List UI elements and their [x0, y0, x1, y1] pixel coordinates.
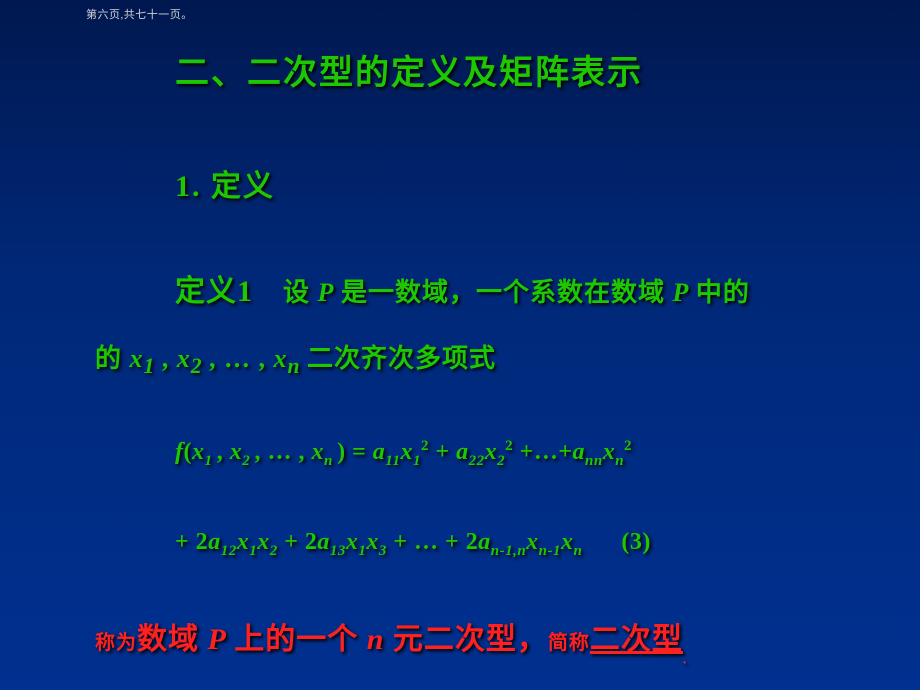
sub: 13 [330, 543, 346, 559]
definition-label: 定义1 [175, 275, 253, 308]
conclude-main: 数域 [137, 623, 208, 656]
conclude-prefix: 称为 [95, 632, 137, 654]
formula-line-1: f(x1 , x2 , … , xn ) = a11x12 + a22x22 +… [175, 421, 820, 483]
sub: nn [585, 452, 603, 468]
conclusion-paragraph: 称为数域 P 上的一个 n 元二次型，简称二次型. [95, 601, 820, 679]
var: x [603, 439, 616, 465]
def-text: 设 [283, 278, 318, 307]
var-xn: x [274, 344, 288, 373]
var: x [230, 439, 243, 465]
conclude-main: 元二次型， [393, 623, 548, 656]
sub: 1 [413, 452, 421, 468]
subsection-heading: 1. 定义 [175, 148, 820, 226]
var: x [561, 529, 574, 555]
plus-2: + 2 [278, 529, 318, 555]
var: x [485, 439, 498, 465]
coef: a [573, 439, 586, 465]
def-text: 中的 [696, 278, 750, 307]
coef: a [208, 529, 221, 555]
ellipsis: , … , [209, 344, 274, 373]
var: x [312, 439, 325, 465]
var-P: P [318, 278, 341, 307]
sub: n [288, 355, 307, 379]
sub: 3 [379, 543, 387, 559]
coef: a [456, 439, 469, 465]
def-text: 是一数域，一个系数在数域 [341, 278, 673, 307]
definition-paragraph: 定义1 设 P 是一数域，一个系数在数域 P 中的 的 x1 , x2 , … … [95, 256, 820, 392]
var: x [526, 529, 539, 555]
sub: n [574, 543, 583, 559]
coef: a [373, 439, 386, 465]
var: x [257, 529, 270, 555]
conclude-short: 简称 [548, 632, 590, 654]
sup: 2 [624, 438, 632, 454]
def-text: 的 [95, 344, 130, 373]
var-x1: x [130, 344, 144, 373]
slide-content: 二、二次型的定义及矩阵表示 1. 定义 定义1 设 P 是一数域，一个系数在数域… [0, 0, 920, 679]
period: . [683, 653, 688, 668]
plus: + [429, 439, 456, 465]
var: x [366, 529, 379, 555]
lparen: ( [184, 439, 193, 465]
section-title: 二、二次型的定义及矩阵表示 [175, 30, 820, 118]
sub: 1 [144, 355, 162, 379]
var: x [400, 439, 413, 465]
sub: 2 [242, 452, 254, 468]
sub: n [324, 452, 337, 468]
comma: , [162, 344, 177, 373]
sub: 22 [469, 452, 485, 468]
var-n: n [367, 623, 393, 656]
page-number: 第六页,共七十一页。 [86, 6, 193, 22]
sup: 2 [505, 438, 513, 454]
sub: 1 [249, 543, 257, 559]
var-P: P [208, 623, 235, 656]
sub: 2 [270, 543, 278, 559]
sub: 12 [221, 543, 237, 559]
plus-ellipsis: +…+ [513, 439, 572, 465]
ellipsis: , … , [255, 439, 312, 465]
var: x [237, 529, 250, 555]
comma: , [217, 439, 230, 465]
var: x [346, 529, 359, 555]
formula-line-2: + 2a12x1x2 + 2a13x1x3 + … + 2an-1,nxn-1x… [175, 511, 820, 573]
func-f: f [175, 439, 184, 465]
term-quadratic-form: 二次型 [590, 623, 683, 656]
sub: n [615, 452, 624, 468]
var: x [192, 439, 205, 465]
sub: 11 [385, 452, 400, 468]
conclude-main: 上的一个 [234, 623, 367, 656]
sub: 2 [497, 452, 505, 468]
sub: n-1,n [491, 543, 526, 559]
plus-ellipsis-2: + … + 2 [387, 529, 478, 555]
sub: n-1 [539, 543, 561, 559]
var-x2: x [177, 344, 191, 373]
equation-number: (3) [621, 529, 650, 555]
coef: a [317, 529, 330, 555]
var-P: P [672, 278, 695, 307]
sub: 2 [191, 355, 209, 379]
plus-2: + 2 [175, 529, 208, 555]
sub: 1 [205, 452, 217, 468]
coef: a [478, 529, 491, 555]
sup: 2 [421, 438, 429, 454]
rparen-eq: ) = [337, 439, 373, 465]
def-text: 二次齐次多项式 [307, 344, 496, 373]
